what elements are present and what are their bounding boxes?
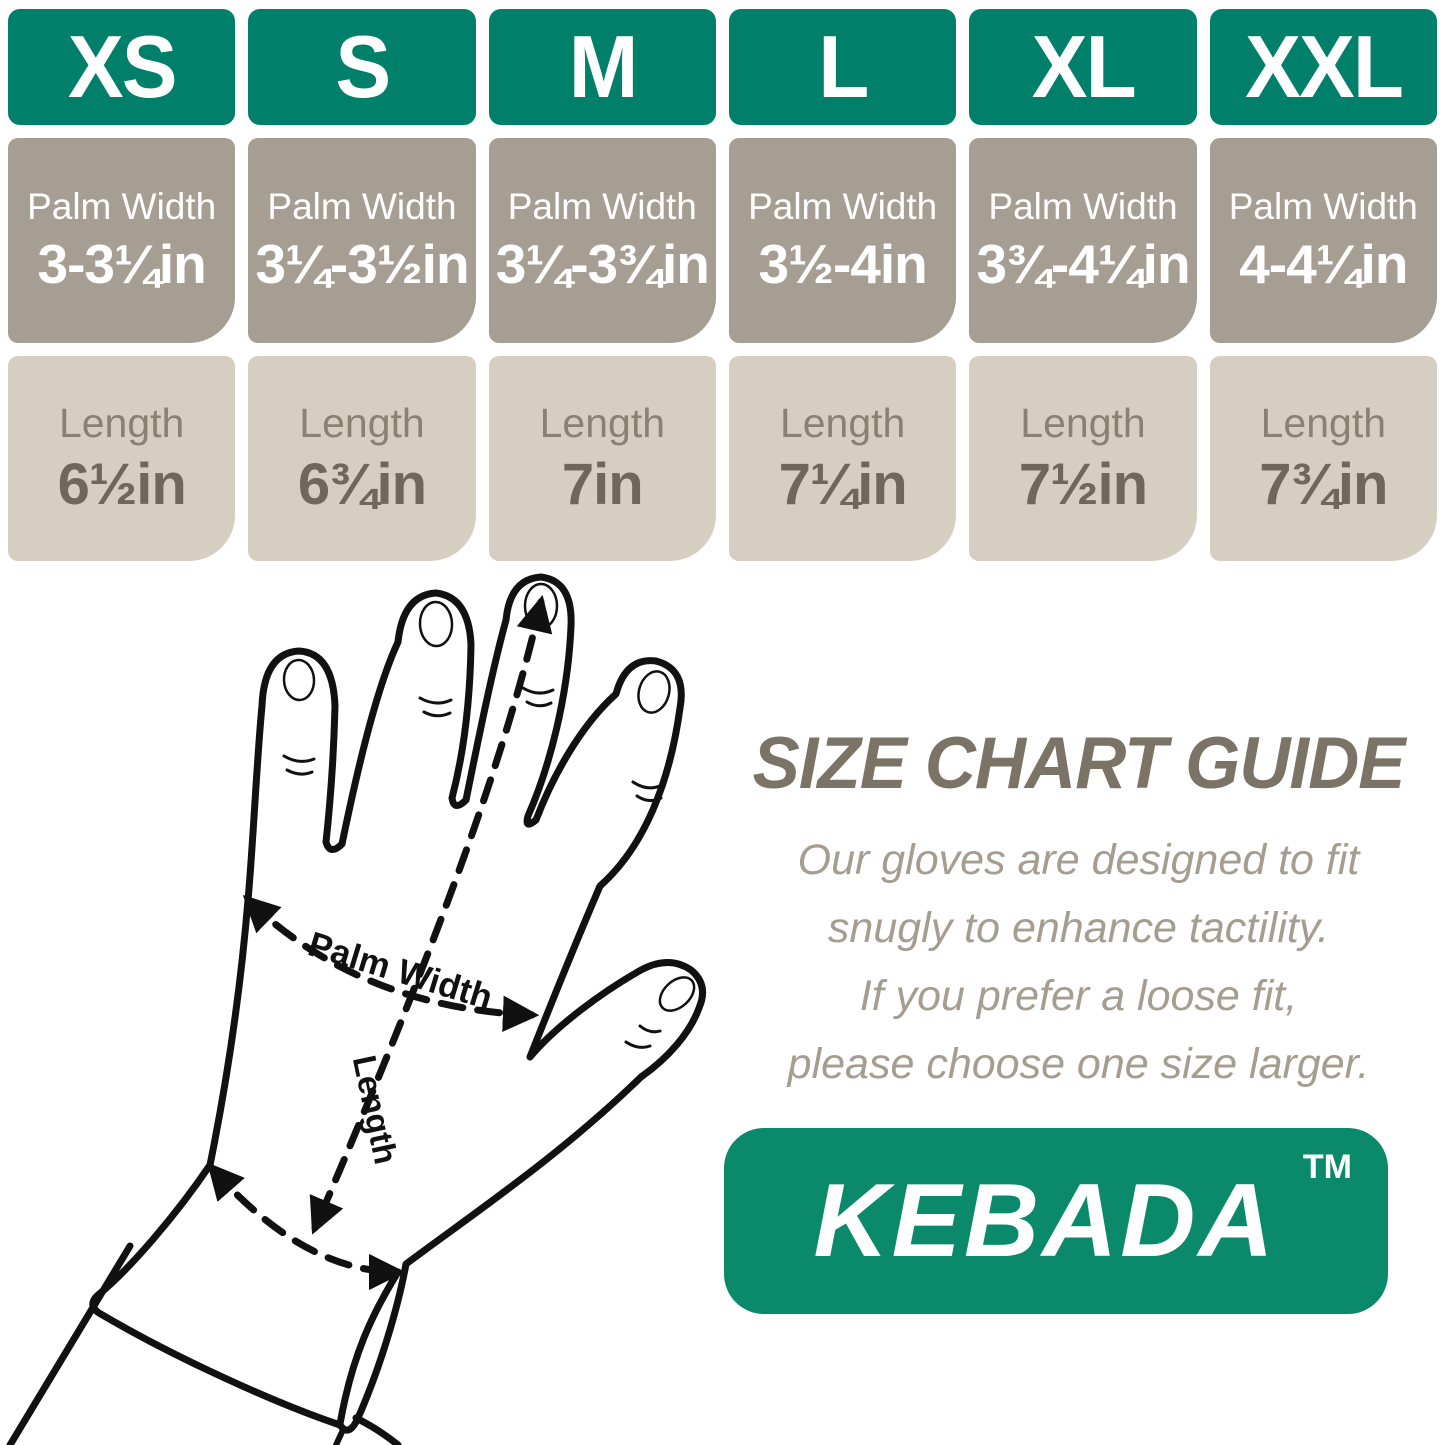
hand-outline [89, 573, 707, 1434]
size-header-label: XXL [1244, 17, 1404, 116]
size-header-xxl: XXL [1209, 9, 1437, 125]
cuff-fold-right [336, 1268, 402, 1428]
palm-width-value: 3-3¼in [37, 232, 207, 295]
guide-text-line: snugly to enhance tactility. [827, 904, 1330, 952]
length-label: Length [1260, 399, 1387, 446]
palm-width-label: Palm Width [748, 185, 938, 227]
length-cell-xxl: Length 7¾in [1209, 356, 1437, 561]
ring-nail [418, 600, 454, 648]
size-header-m: M [488, 9, 716, 125]
index-nail [637, 670, 671, 714]
length-label: Length [539, 399, 666, 446]
length-label: Length [779, 399, 906, 446]
length-value: 6½in [57, 451, 187, 517]
length-cell-xl: Length 7½in [969, 356, 1197, 561]
size-header-label: XS [67, 17, 178, 116]
hand-diagram: Palm Width Length [6, 573, 707, 1445]
palm-width-value: 3¼-3¾in [495, 232, 710, 295]
length-label: Length [299, 399, 425, 446]
size-header-label: M [568, 17, 638, 116]
brand-name: KEBADA [813, 1162, 1277, 1279]
length-label: Length [58, 399, 185, 446]
length-label: Length [1020, 399, 1146, 446]
palm-width-value: 3¼-3½in [255, 232, 469, 295]
length-value: 7¼in [778, 451, 908, 517]
palm-width-label: Palm Width [304, 925, 497, 1018]
length-value: 6¾in [297, 451, 427, 517]
guide-title: SIZE CHART GUIDE [752, 723, 1406, 804]
sleeve-line [6, 1242, 134, 1445]
length-cell-m: Length 7in [488, 356, 716, 561]
palm-width-cell-s: Palm Width 3¼-3½in [248, 138, 476, 343]
palm-width-cell-m: Palm Width 3¼-3¾in [488, 138, 716, 343]
length-cell-l: Length 7¼in [728, 356, 957, 561]
palm-width-value: 3½-4in [758, 232, 928, 295]
length-arrow [309, 594, 553, 1235]
palm-width-cell-l: Palm Width 3½-4in [728, 138, 957, 343]
palm-width-value: 4-4¼in [1239, 232, 1408, 295]
thumb-nail [658, 976, 696, 1012]
size-header-l: L [728, 9, 957, 125]
guide-text-line: please choose one size larger. [787, 1040, 1370, 1088]
palm-width-label: Palm Width [27, 185, 217, 227]
size-header-s: S [248, 9, 476, 125]
guide-text: Our gloves are designed to fit snugly to… [712, 826, 1445, 1098]
length-cell-s: Length 6¾in [248, 356, 476, 561]
size-header-xs: XS [8, 9, 236, 125]
length-value: 7¾in [1259, 451, 1388, 517]
cuff-exit-stub [333, 1429, 345, 1445]
palm-width-label: Palm Width [1228, 185, 1418, 227]
pinky-nail [282, 658, 316, 702]
guide-text-line: Our gloves are designed to fit [797, 836, 1360, 884]
cuff-exit-line [352, 1414, 402, 1445]
palm-width-cell-xxl: Palm Width 4-4¼in [1209, 138, 1437, 343]
length-value: 7in [561, 451, 644, 517]
size-header-xl: XL [969, 9, 1197, 125]
palm-width-label: Palm Width [988, 185, 1178, 227]
trademark-symbol: TM [1302, 1148, 1352, 1186]
length-cell-xs: Length 6½in [8, 356, 236, 561]
size-header-label: XL [1031, 17, 1136, 116]
brand-logo: KEBADA TM [724, 1128, 1388, 1314]
palm-width-cell-xl: Palm Width 3¾-4¼in [969, 138, 1197, 343]
length-value: 7½in [1018, 451, 1148, 517]
size-header-label: L [818, 17, 869, 116]
palm-width-label: Palm Width [267, 185, 457, 227]
wrist-arrow [207, 1162, 406, 1291]
size-header-label: S [335, 17, 391, 116]
palm-width-value: 3¾-4¼in [976, 232, 1190, 295]
palm-width-cell-xs: Palm Width 3-3¼in [8, 138, 236, 343]
palm-width-label: Palm Width [507, 185, 697, 227]
size-table: XS S M L XL XXL Palm Width 3-3¼in Palm Width 3¼-3… [0, 0, 1445, 561]
length-label: Length [346, 1052, 405, 1167]
guide-text-line: If you prefer a loose fit, [859, 972, 1298, 1020]
